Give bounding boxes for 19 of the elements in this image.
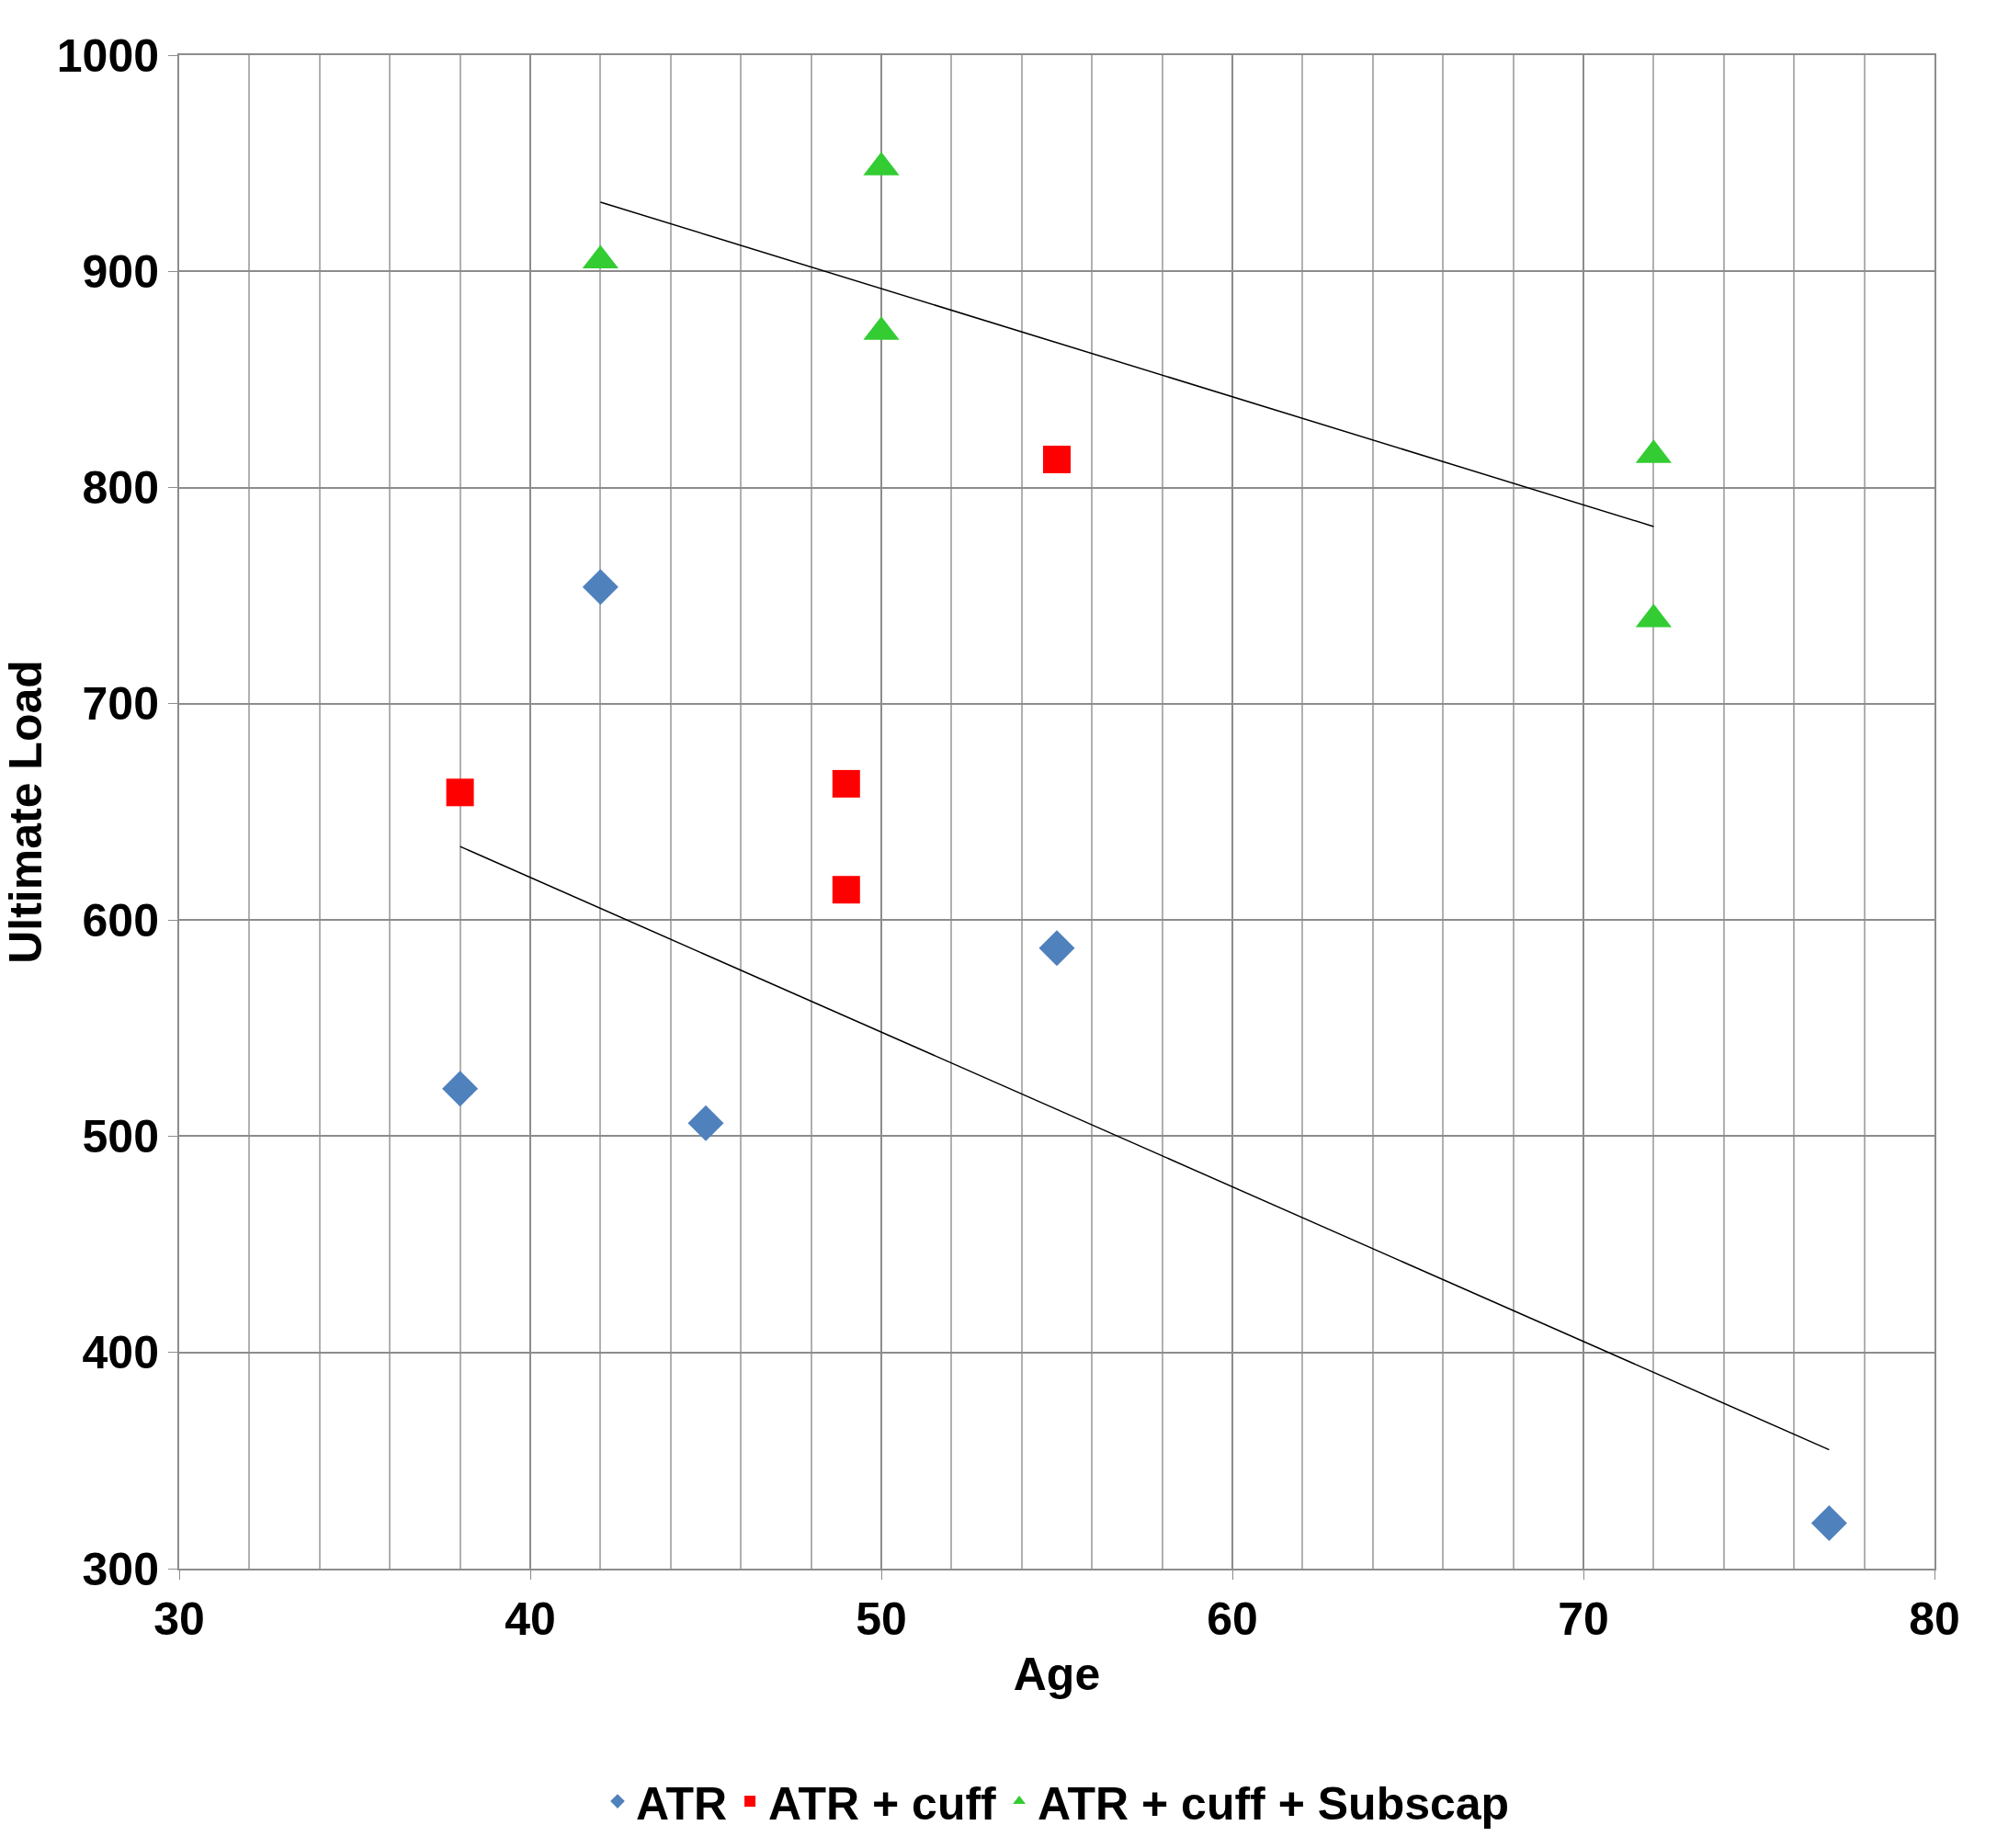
legend-label: ATR + cuff	[768, 1777, 997, 1830]
x-tick-label: 40	[505, 1593, 556, 1645]
x-tick-label: 70	[1558, 1593, 1609, 1645]
y-tick-label: 800	[82, 462, 159, 515]
x-tick-label: 50	[856, 1593, 907, 1645]
y-tick-label: 300	[82, 1543, 159, 1595]
y-tick-label: 600	[82, 894, 159, 947]
y-tick-label: 1000	[56, 29, 159, 82]
y-tick-label: 900	[82, 245, 159, 298]
y-axis-title: Ultimate Load	[0, 660, 51, 964]
y-tick-label: 500	[82, 1110, 159, 1162]
x-tick-label: 80	[1909, 1593, 1960, 1645]
x-tick-label: 60	[1207, 1593, 1258, 1645]
legend-label: ATR + cuff + Subscap	[1038, 1777, 1510, 1830]
y-tick-label: 400	[82, 1327, 159, 1379]
x-tick-label: 30	[153, 1593, 205, 1645]
legend-label: ATR	[636, 1777, 728, 1830]
y-tick-label: 700	[82, 678, 159, 731]
x-axis-title: Age	[1013, 1649, 1101, 1700]
